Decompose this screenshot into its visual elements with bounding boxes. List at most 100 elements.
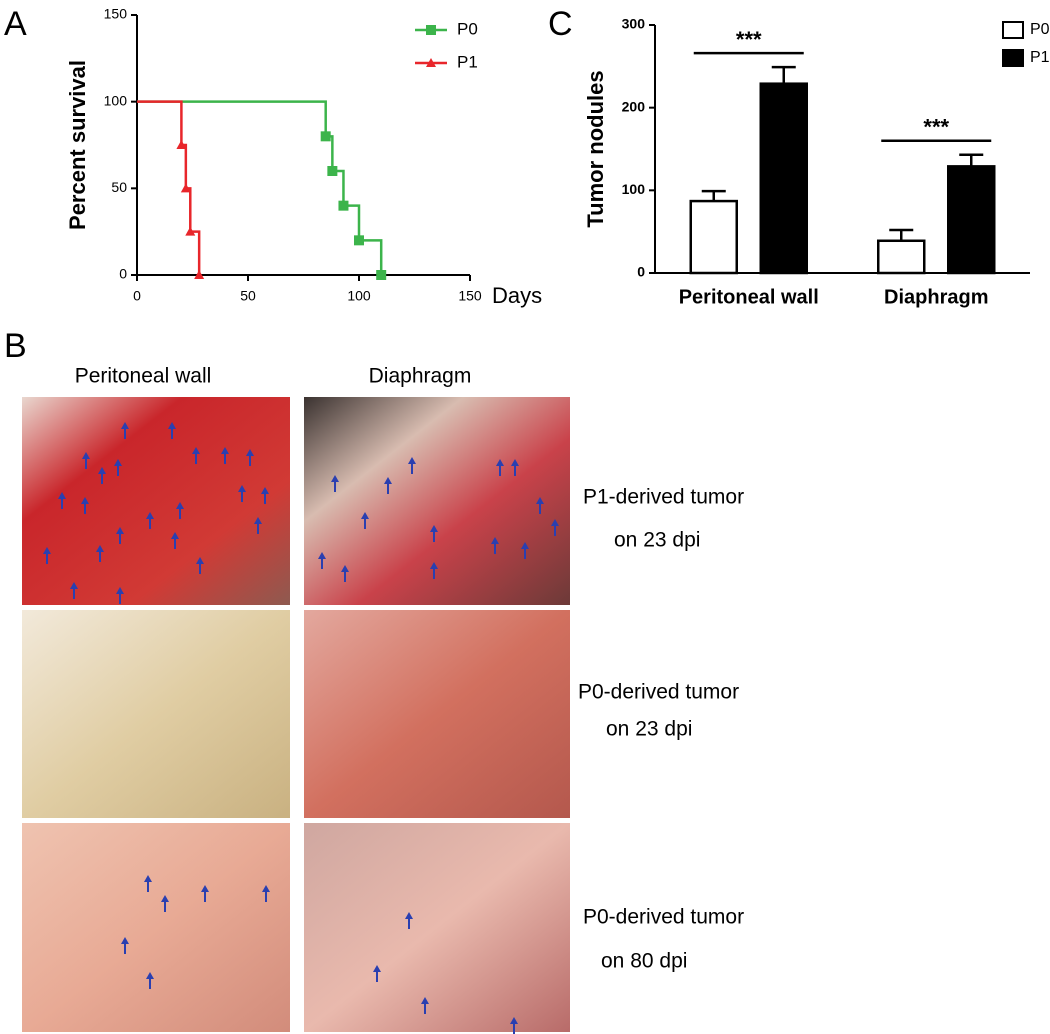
marker	[338, 200, 349, 211]
photo	[304, 610, 570, 818]
legend-label: P1	[457, 52, 478, 71]
column-header: Peritoneal wall	[75, 365, 212, 388]
legend-label: P1	[1030, 49, 1050, 66]
arrow-head	[146, 972, 154, 979]
x-axis-title: Days	[492, 283, 542, 308]
arrow-head	[168, 422, 176, 429]
arrow-head	[171, 532, 179, 539]
row-label: on 23 dpi	[606, 718, 692, 741]
y-axis-title: Percent survival	[65, 60, 90, 230]
arrow-head	[491, 537, 499, 544]
arrow-head	[511, 459, 519, 466]
arrow-head	[192, 447, 200, 454]
legend-label: P0	[457, 19, 478, 38]
arrow-head	[361, 512, 369, 519]
marker	[194, 270, 205, 279]
arrow-head	[201, 885, 209, 892]
marker	[180, 183, 191, 193]
arrow-head	[496, 459, 504, 466]
arrow-head	[82, 452, 90, 459]
arrow-head	[246, 449, 254, 456]
arrow-head	[81, 497, 89, 504]
y-axis-title: Tumor nodules	[583, 70, 608, 227]
y-tick-label: 50	[111, 179, 127, 195]
arrow-head	[261, 487, 269, 494]
photo	[22, 610, 290, 818]
arrow-head	[96, 545, 104, 552]
y-tick-label: 200	[622, 98, 646, 114]
y-tick-label: 150	[104, 6, 128, 22]
survival-line	[137, 100, 383, 275]
significance: ***	[736, 27, 762, 52]
row-label: P1-derived tumor	[583, 486, 744, 509]
survival-line	[137, 100, 201, 275]
arrow-head	[430, 562, 438, 569]
photo	[304, 397, 570, 605]
photo	[304, 823, 570, 1032]
x-tick-label: 50	[240, 288, 256, 304]
legend-marker	[426, 58, 436, 67]
arrow-head	[510, 1017, 518, 1024]
arrow-head	[58, 492, 66, 499]
x-tick-label: Peritoneal wall	[679, 286, 819, 308]
arrow-head	[521, 542, 529, 549]
marker	[176, 140, 187, 149]
bar	[759, 82, 808, 275]
arrow-head	[262, 885, 270, 892]
bar	[877, 239, 926, 275]
arrow-head	[384, 477, 392, 484]
photo	[22, 397, 290, 605]
panel-label: A	[4, 5, 27, 43]
bar	[689, 199, 738, 275]
arrow-head	[551, 519, 559, 526]
legend-swatch	[1002, 49, 1024, 67]
column-header: Diaphragm	[369, 365, 472, 388]
arrow-head	[430, 525, 438, 532]
x-tick-label: Diaphragm	[884, 286, 988, 308]
arrow-head	[98, 467, 106, 474]
arrow-head	[176, 502, 184, 509]
row-label: on 23 dpi	[614, 529, 700, 552]
arrow-head	[536, 497, 544, 504]
marker	[327, 166, 338, 176]
panel-label: B	[4, 327, 27, 365]
arrow-head	[331, 475, 339, 482]
legend-marker	[426, 25, 436, 35]
arrow-head	[221, 447, 229, 454]
arrow-head	[408, 457, 416, 464]
arrow-head	[121, 937, 129, 944]
arrow-head	[146, 512, 154, 519]
x-tick-label: 0	[133, 288, 141, 304]
arrow-head	[238, 485, 246, 492]
arrow-head	[116, 527, 124, 534]
row-label: P0-derived tumor	[578, 681, 739, 704]
arrow-head	[144, 875, 152, 882]
legend-label: P0	[1030, 21, 1050, 38]
marker	[376, 270, 387, 280]
arrow-head	[421, 997, 429, 1004]
bar	[947, 165, 996, 275]
arrow-head	[114, 459, 122, 466]
y-tick-label: 0	[119, 266, 127, 282]
arrow-head	[254, 517, 262, 524]
x-tick-label: 150	[458, 288, 482, 304]
y-tick-label: 0	[637, 264, 645, 280]
arrow-head	[196, 557, 204, 564]
row-label: P0-derived tumor	[583, 906, 744, 929]
arrow-head	[341, 565, 349, 572]
arrow-head	[373, 965, 381, 972]
x-tick-label: 100	[347, 288, 371, 304]
arrow-head	[70, 582, 78, 589]
y-tick-label: 300	[622, 16, 646, 32]
legend-swatch	[1002, 21, 1024, 39]
arrow-head	[43, 547, 51, 554]
marker	[354, 235, 364, 246]
arrow-head	[161, 895, 169, 902]
significance: ***	[923, 115, 949, 140]
y-tick-label: 100	[622, 181, 646, 197]
marker	[185, 226, 196, 236]
arrow-head	[116, 587, 124, 594]
photo	[22, 823, 290, 1032]
arrow-head	[318, 552, 326, 559]
